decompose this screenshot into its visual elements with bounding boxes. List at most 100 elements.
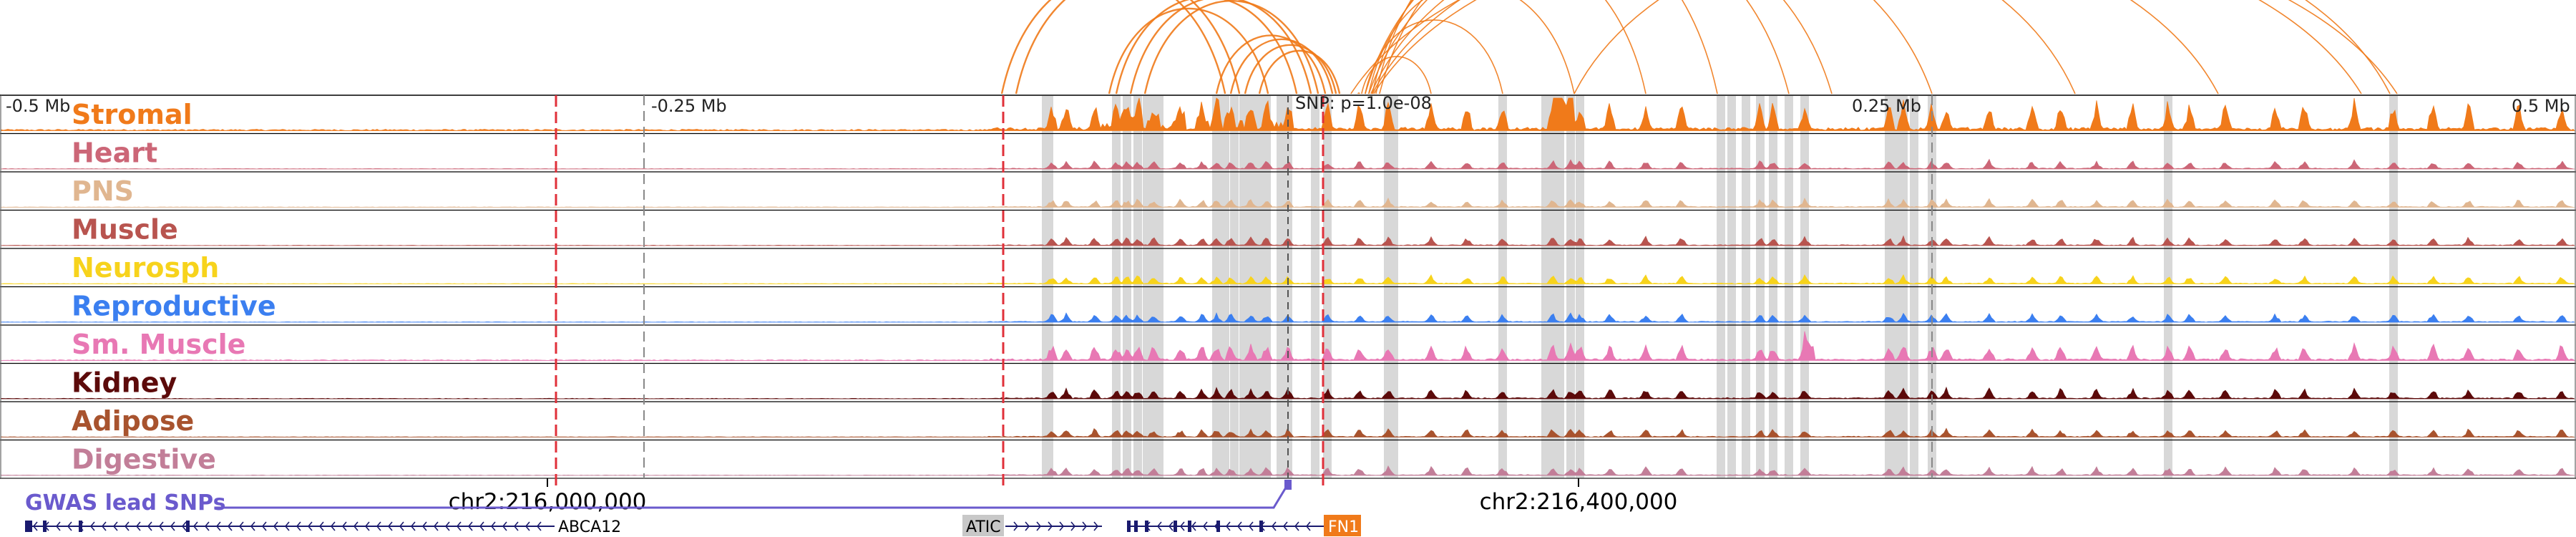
strand-arrow xyxy=(341,521,347,531)
strand-arrow xyxy=(147,521,152,531)
strand-arrow xyxy=(444,521,450,531)
strand-arrow xyxy=(364,521,370,531)
chromatin-loop-arc xyxy=(1115,0,1298,95)
strand-arrow xyxy=(1070,521,1076,531)
scale-label: -0.5 Mb xyxy=(6,96,70,116)
strand-arrow xyxy=(215,521,221,531)
chromatin-loop-arc xyxy=(1574,0,2391,95)
gene-exon xyxy=(79,521,82,532)
chromatin-loop-arc xyxy=(1350,0,2398,95)
gene-exon xyxy=(43,521,47,532)
strand-arrow xyxy=(502,521,507,531)
track-label: Heart xyxy=(72,137,157,169)
strand-arrow xyxy=(1225,521,1231,531)
strand-arrow xyxy=(1156,521,1162,531)
scale-label: 0.5 Mb xyxy=(2512,96,2570,116)
strand-arrow xyxy=(192,521,198,531)
distance-scale: -0.5 Mb -0.25 Mb 0.25 Mb 0.5 Mb SNP: p=1.0e-… xyxy=(6,93,2570,515)
strand-arrow xyxy=(67,521,72,531)
gene-highlight-box xyxy=(1324,515,1361,536)
strand-arrow xyxy=(89,521,95,531)
strand-arrow xyxy=(1294,521,1299,531)
gene-exon xyxy=(1134,521,1138,532)
strand-arrow xyxy=(238,521,244,531)
gene-exon xyxy=(1216,521,1220,532)
track-label: Stromal xyxy=(72,99,192,130)
strand-arrow xyxy=(399,521,404,531)
strand-arrow xyxy=(330,521,336,531)
strand-arrow xyxy=(124,521,130,531)
chromatin-loop-arc xyxy=(1108,7,1269,95)
coordinate-label: chr2:216,400,000 xyxy=(1480,489,1678,515)
strand-arrow xyxy=(1025,521,1030,531)
track-label: Neurosph xyxy=(72,252,219,284)
strand-arrow xyxy=(284,521,290,531)
chromatin-loop-arc xyxy=(1015,0,1241,95)
track-label: Digestive xyxy=(72,444,216,475)
strand-arrow xyxy=(1093,521,1099,531)
strand-arrow xyxy=(1282,521,1288,531)
track-label: PNS xyxy=(72,175,134,207)
gene-exon xyxy=(1188,521,1191,532)
strand-arrow xyxy=(307,521,313,531)
gene-exon xyxy=(1127,521,1131,532)
strand-arrow xyxy=(112,521,118,531)
strand-arrow xyxy=(204,521,210,531)
region-dashed-lines xyxy=(555,95,1933,487)
strand-arrow xyxy=(1202,521,1208,531)
strand-arrow xyxy=(490,521,496,531)
gwas-lead-snps-label: GWAS lead SNPs xyxy=(25,490,225,516)
track-label: Reproductive xyxy=(72,291,276,322)
chromatin-loop-arc xyxy=(1379,0,1790,95)
gene-annotation-track: GWAS lead SNPs ABCA12 ATIC FN1 xyxy=(25,480,1361,536)
strand-arrow xyxy=(467,521,473,531)
strand-arrow xyxy=(1048,521,1053,531)
strand-arrow xyxy=(421,521,427,531)
gene-exon xyxy=(29,521,32,532)
strand-arrow xyxy=(1179,521,1185,531)
strand-arrow xyxy=(376,521,381,531)
strand-arrow xyxy=(1305,521,1311,531)
chromatin-loop-arc xyxy=(1258,49,1341,95)
strand-arrow xyxy=(227,521,233,531)
strand-arrow xyxy=(1271,521,1277,531)
strand-arrow xyxy=(1036,521,1042,531)
chromatin-loop-arc xyxy=(1357,92,1360,95)
chromatin-loop-arc xyxy=(1375,0,1718,95)
chromatin-loop-arc xyxy=(1373,0,2362,95)
strand-arrow xyxy=(261,521,267,531)
strand-arrow xyxy=(1059,521,1065,531)
gene-exon xyxy=(25,521,29,532)
strand-arrow xyxy=(410,521,416,531)
strand-arrow xyxy=(1248,521,1254,531)
track-label: Kidney xyxy=(72,367,177,399)
strand-arrow xyxy=(525,521,530,531)
strand-arrow xyxy=(101,521,107,531)
gene-exon xyxy=(186,521,190,532)
strand-arrow xyxy=(456,521,462,531)
strand-arrow xyxy=(1236,521,1242,531)
track-label: Adipose xyxy=(72,405,194,437)
gene-name: FN1 xyxy=(1328,518,1359,536)
track-label: Muscle xyxy=(72,214,178,246)
track-label: Sm. Muscle xyxy=(72,329,245,360)
snp-label: SNP: p=1.0e-08 xyxy=(1295,93,1432,113)
chromatin-loop-arc xyxy=(1372,0,1646,95)
chromatin-loop-arc xyxy=(1372,0,2219,95)
strand-arrow xyxy=(479,521,484,531)
strand-arrow xyxy=(387,521,393,531)
strand-arrow xyxy=(296,521,301,531)
chromatin-loop-arc xyxy=(1129,0,1312,95)
strand-arrow xyxy=(135,521,141,531)
gene-name: ATIC xyxy=(966,518,1001,536)
strand-arrow xyxy=(170,521,175,531)
scale-label: 0.25 Mb xyxy=(1852,96,1921,116)
strand-arrow xyxy=(250,521,255,531)
strand-arrow xyxy=(1168,521,1174,531)
strand-arrow xyxy=(32,521,38,531)
gene-name: ABCA12 xyxy=(558,518,621,536)
gene-highlight-box xyxy=(962,515,1004,536)
scale-label: -0.25 Mb xyxy=(651,96,727,116)
gene-exon xyxy=(1259,521,1263,532)
